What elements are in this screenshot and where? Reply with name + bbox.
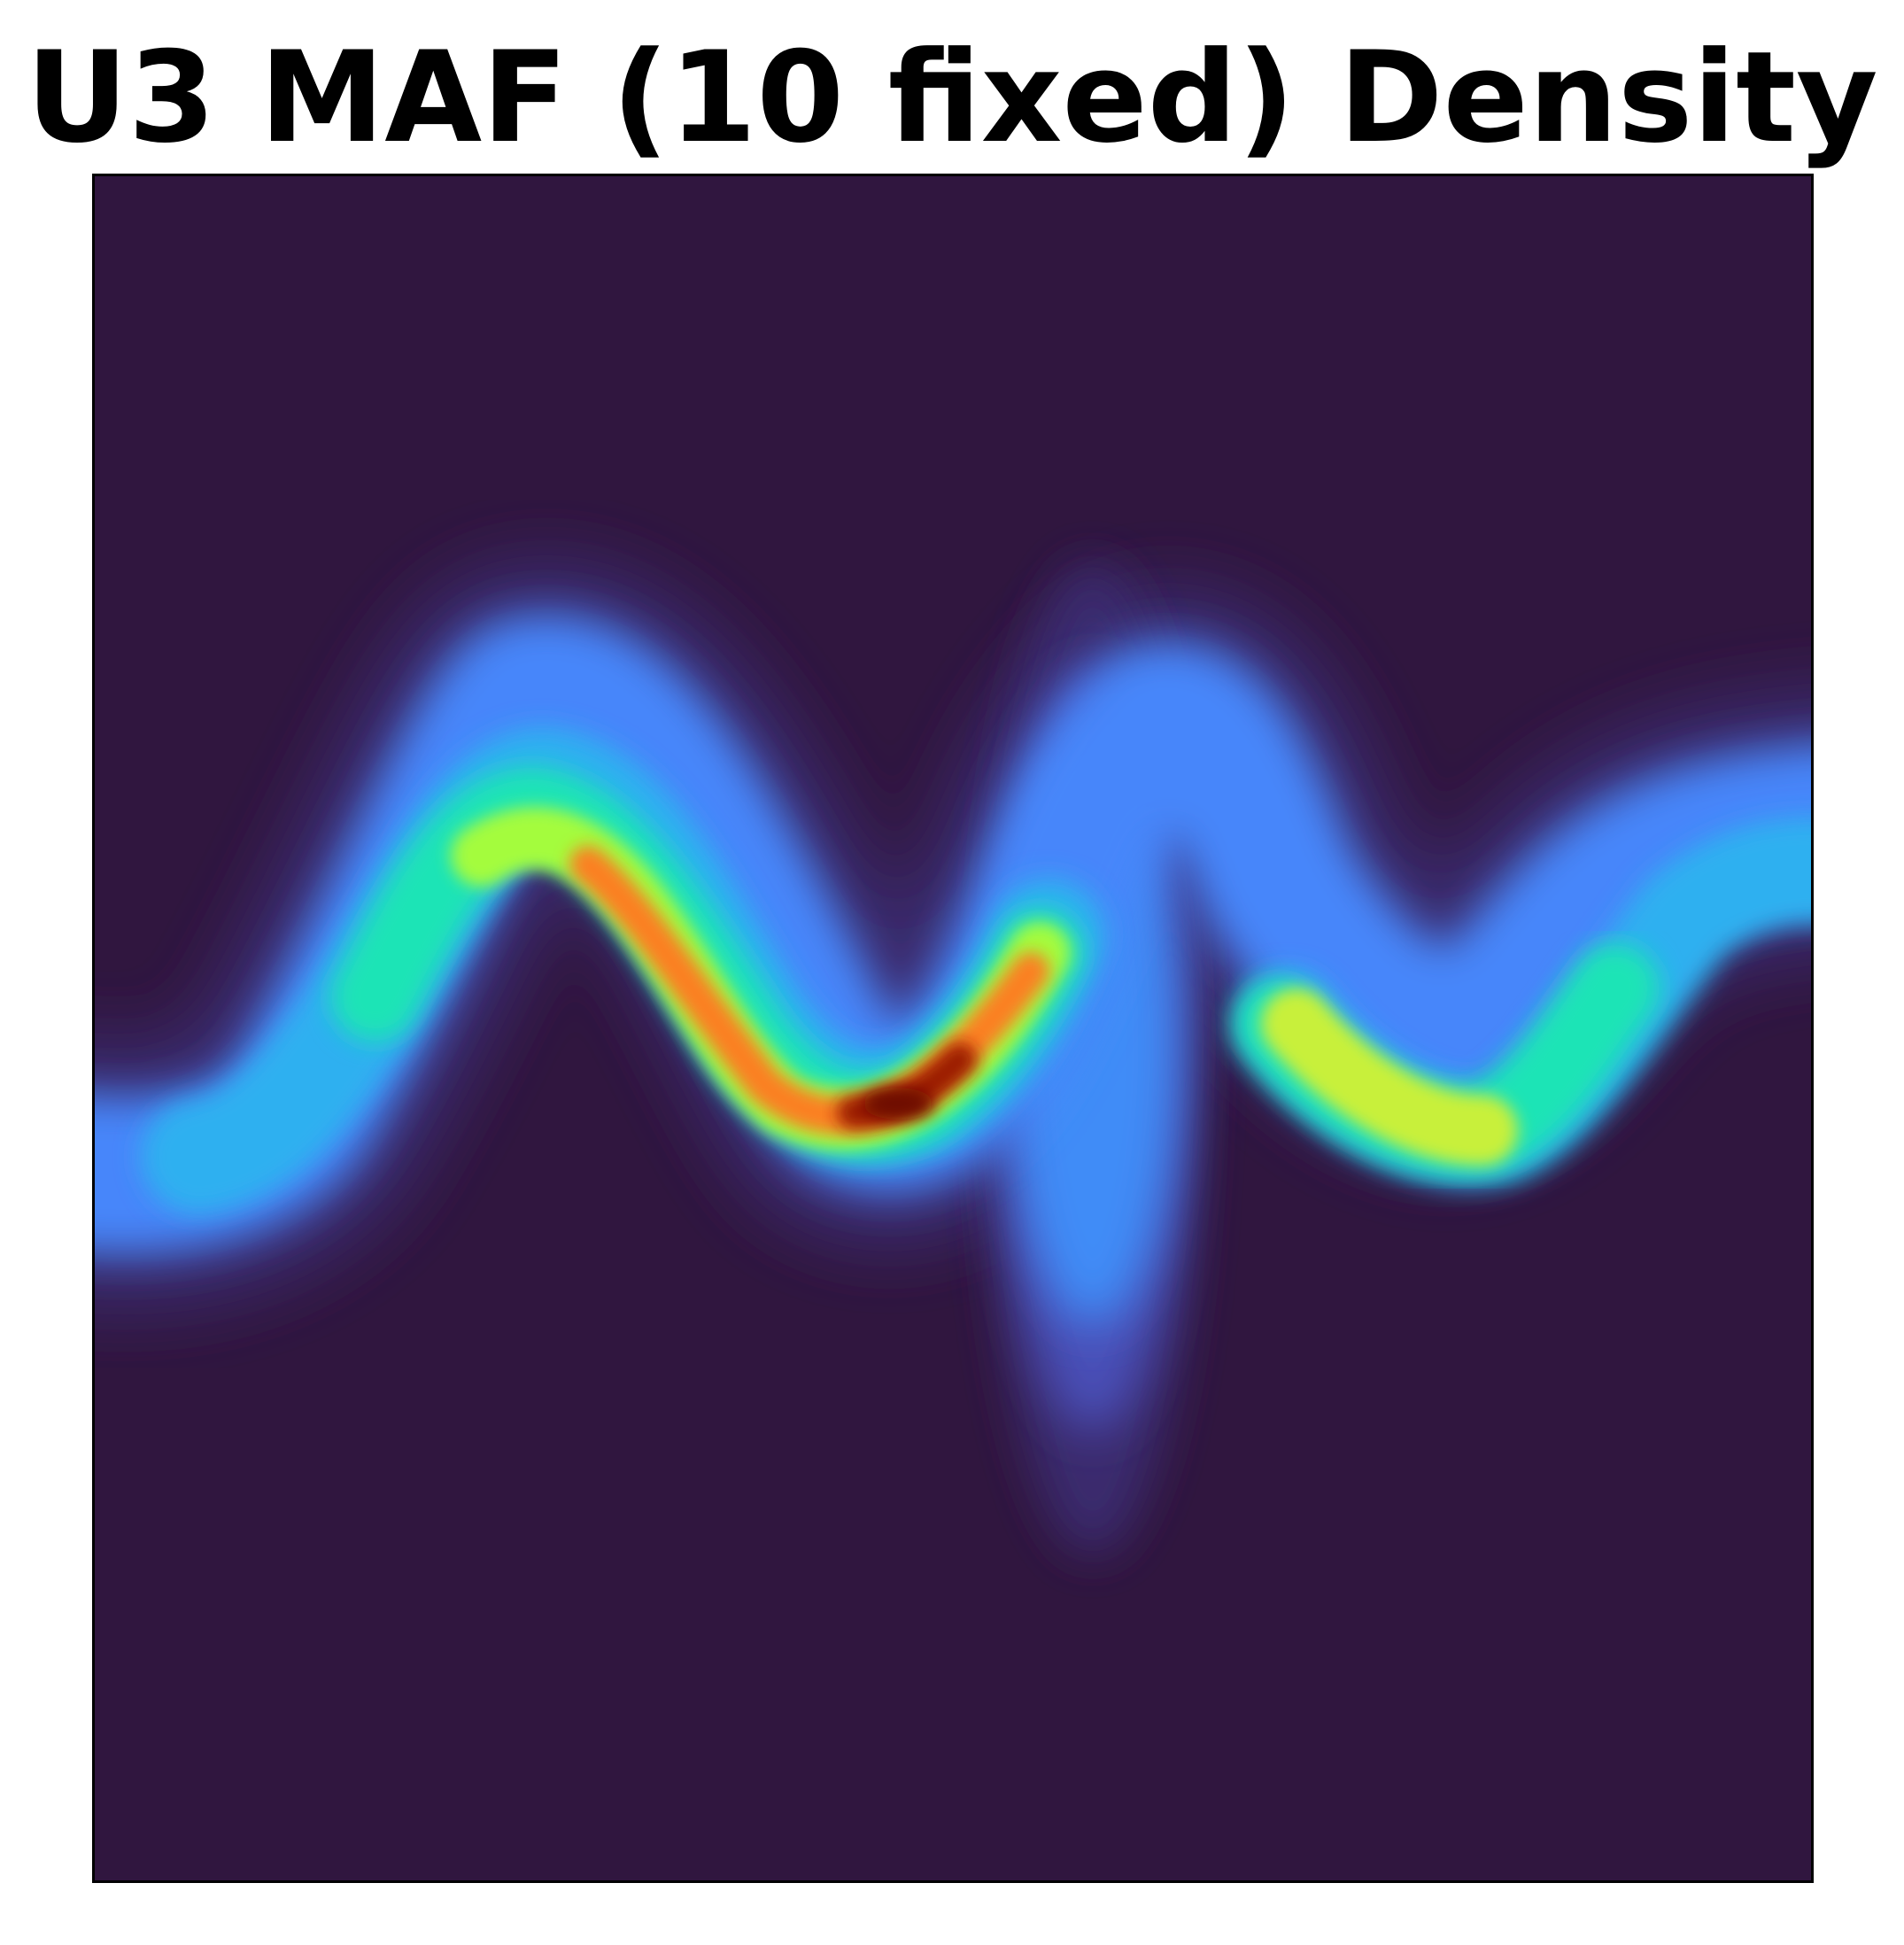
density-band-orange	[569, 846, 1049, 1135]
chart-title: U3 MAF (10 fixed) Density	[26, 25, 1878, 171]
plot-frame	[92, 174, 1814, 1883]
density-band-yellow-right	[1261, 988, 1518, 1166]
density-plot	[92, 174, 1814, 1883]
density-peak-core	[863, 1088, 933, 1120]
